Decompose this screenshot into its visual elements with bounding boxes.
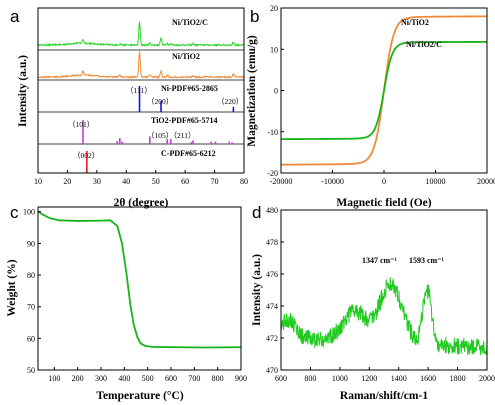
panel-a-y-axis-title: Intensity (a.u.)	[17, 55, 29, 127]
panel-a-x-30-tick-label: 30	[93, 177, 101, 186]
panel-d-axes: 600 800 1000 1200 1400 1600 1800 2000 470 472 474 4…	[266, 206, 495, 383]
panel-a-x-20-tick-label: 20	[63, 177, 71, 186]
panel-d-x-600-tick-label: 600	[275, 374, 287, 383]
panel-b-x-0-tick-label: 0	[382, 177, 386, 186]
panel-b-y-20-tick-label: 20	[270, 4, 278, 13]
panel-d-x-1600-tick-label: 1600	[420, 374, 436, 383]
panel-b-axes: -20000 -10000 0 10000 20000 -20 -10 0 10 20	[267, 4, 495, 186]
panel-b-x-10000-tick-label: 10000	[426, 177, 446, 186]
panel-a-plot-area	[37, 21, 245, 173]
panel-b-x--10000-tick-label: -10000	[321, 177, 344, 186]
panel-b: b -20000 -10000 0 10000 20000 -20 -10 0 10 20 Mag…	[246, 4, 495, 209]
tga-curve	[37, 210, 242, 349]
panel-a-x-70-tick-label: 70	[211, 177, 219, 186]
panel-c-x-100-tick-label: 100	[48, 374, 60, 383]
raman-d-band-label: 1347 cm⁻¹	[362, 256, 397, 265]
panel-b-x-20000-tick-label: 20000	[477, 177, 495, 186]
ref-ni-label: Ni-PDF#65-2865	[161, 84, 218, 93]
panel-c-y-axis-title: Weight (%)	[6, 259, 18, 316]
ref-c-label: C-PDF#65-6212	[161, 149, 216, 158]
panel-d-y-axis-title: Intensity (a.u.)	[251, 254, 263, 326]
panel-c-x-800-tick-label: 800	[212, 374, 224, 383]
panel-c-frame	[37, 206, 242, 371]
panel-c-x-300-tick-label: 300	[95, 374, 107, 383]
panel-a-x-50-tick-label: 50	[152, 177, 160, 186]
panel-d-x-1800-tick-label: 1800	[450, 374, 466, 383]
legend-ni-tio2-c: Ni/TiO2/C	[172, 18, 208, 27]
raman-spectrum	[280, 277, 488, 356]
panel-c-x-axis-title: Temperature (°C)	[96, 390, 183, 402]
panel-d-y-478-tick-label: 478	[266, 238, 278, 247]
panel-d-x-1000-tick-label: 1000	[332, 374, 348, 383]
panel-c: c 100 200 300 400 500 600 700 800 90050607080901…	[6, 203, 247, 402]
panel-c-plot-area	[37, 210, 242, 349]
legend-b-ni-tio2-c: Ni/TiO2/C	[406, 40, 442, 49]
panel-a: a 10 20 30 40 50 60 70 80 2θ (degree) Intensity…	[10, 7, 248, 209]
legend-b-ni-tio2: Ni/TiO2	[401, 18, 429, 27]
hkl-105-211: （105）（211）	[147, 131, 195, 140]
panel-b-x--20000-tick-label: -20000	[270, 177, 293, 186]
panel-c-axes: 100 200 300 400 500 600 700 800 900 50 60 70 80 90 100	[23, 208, 247, 383]
panel-a-frame	[37, 7, 245, 174]
panel-c-x-200-tick-label: 200	[72, 374, 84, 383]
panel-a-x-60-tick-label: 60	[181, 177, 189, 186]
panel-c-y-100-tick-label: 100	[23, 208, 35, 217]
panel-d-x-800-tick-label: 800	[304, 374, 316, 383]
panel-c-y-80-tick-label: 80	[27, 271, 35, 280]
panel-c-y-60-tick-label: 60	[27, 334, 35, 343]
panel-c-y-90-tick-label: 90	[27, 239, 35, 248]
panel-d-x-axis-title: Raman/shift/cm-1	[340, 390, 428, 402]
panel-d-y-476-tick-label: 476	[266, 270, 278, 279]
panel-a-x-axis: 10 20 30 40 50 60 70 80	[34, 170, 248, 186]
mh-curve-ni-tio2-c	[280, 41, 488, 140]
hkl-101: （101）	[68, 120, 94, 129]
panel-d-y-480-tick-label: 480	[266, 206, 278, 215]
panel-d-y-474-tick-label: 474	[266, 302, 278, 311]
panel-b-y--10-tick-label: -10	[267, 128, 278, 137]
hkl-220: （220）	[217, 97, 243, 106]
panel-d-y-470-tick-label: 470	[266, 366, 278, 375]
panel-b-y--20-tick-label: -20	[267, 169, 278, 178]
xrd-ni-tio2-c-pattern	[37, 21, 245, 48]
hkl-002: （002）	[73, 151, 99, 160]
panel-d-plot-area	[280, 277, 488, 356]
panel-d-frame	[280, 209, 488, 371]
panel-d-x-2000-tick-label: 2000	[479, 374, 495, 383]
panel-b-label: b	[250, 7, 259, 26]
panel-d-y-472-tick-label: 472	[266, 334, 278, 343]
raman-g-band-label: 1593 cm⁻¹	[409, 256, 444, 265]
panel-d-label: d	[252, 203, 261, 222]
hkl-200: （200）	[147, 97, 173, 106]
panel-b-plot-area	[280, 15, 488, 166]
ref-tio2-label: TiO2-PDF#65-5714	[151, 116, 218, 125]
panel-a-x-80-tick-label: 80	[240, 177, 248, 186]
panel-c-x-600-tick-label: 600	[165, 374, 177, 383]
panel-d-x-1200-tick-label: 1200	[361, 374, 377, 383]
panel-c-y-50-tick-label: 50	[27, 366, 35, 375]
panel-c-x-900-tick-label: 900	[235, 374, 247, 383]
panel-d-x-1400-tick-label: 1400	[391, 374, 407, 383]
legend-ni-tio2: Ni/TiO2	[172, 52, 200, 61]
panel-d: d 600 800 1000 1200 1400 1600 1800 2000 470 472 47…	[251, 203, 495, 402]
panel-a-x-40-tick-label: 40	[122, 177, 130, 186]
panel-b-x-axis-title: Magnetic field (Oe)	[336, 197, 431, 209]
hkl-111: （111）	[126, 86, 152, 95]
panel-c-y-70-tick-label: 70	[27, 303, 35, 312]
panel-a-x-axis-title: 2θ (degree)	[114, 197, 169, 209]
panel-b-y-axis-title: Magnetization (emu/g)	[246, 35, 258, 147]
panel-b-y-0-tick-label: 0	[274, 87, 278, 96]
panel-c-x-700-tick-label: 700	[188, 374, 200, 383]
xrd-ni-tio2-pattern	[37, 51, 245, 80]
panel-a-x-10-tick-label: 10	[34, 177, 42, 186]
panel-c-label: c	[10, 203, 19, 222]
panel-a-label: a	[10, 7, 20, 26]
panel-b-y-10-tick-label: 10	[270, 45, 278, 54]
panel-c-x-400-tick-label: 400	[118, 374, 130, 383]
panel-c-x-500-tick-label: 500	[142, 374, 154, 383]
